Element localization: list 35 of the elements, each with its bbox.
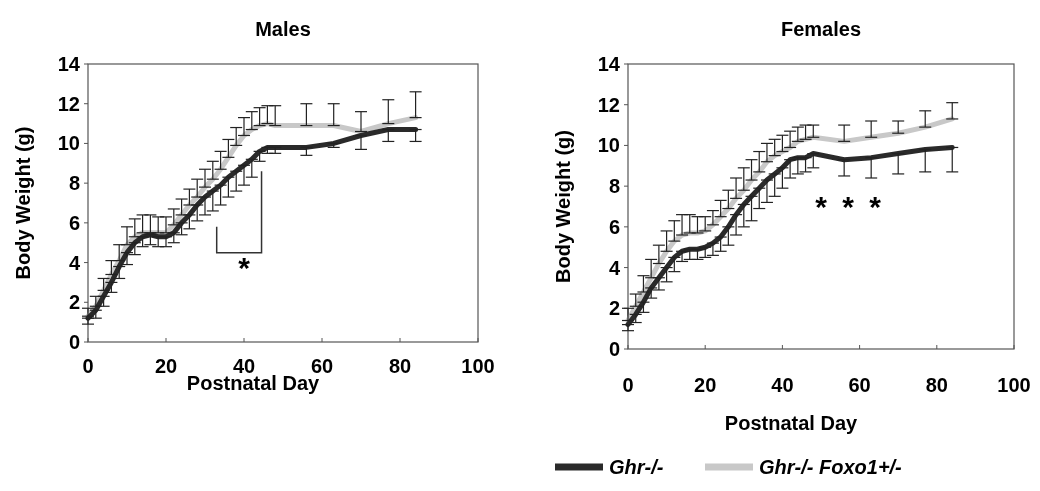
x-tick-label: 100 bbox=[997, 374, 1031, 396]
y-tick-label: 10 bbox=[597, 134, 620, 157]
y-tick-label: 14 bbox=[57, 53, 81, 75]
y-tick-label: 6 bbox=[68, 211, 80, 234]
y-tick-label: 12 bbox=[597, 93, 620, 116]
y-axis-title: Body Weight (g) bbox=[12, 126, 34, 280]
y-tick-label: 4 bbox=[68, 251, 81, 274]
y-tick-label: 8 bbox=[608, 175, 620, 198]
y-tick-label: 2 bbox=[608, 297, 620, 320]
annotation: * bbox=[815, 190, 828, 224]
y-tick-label: 6 bbox=[608, 215, 620, 238]
legend-label: Ghr-/- Foxo1+/- bbox=[759, 456, 903, 478]
y-tick-label: 0 bbox=[68, 331, 80, 353]
x-tick-label: 100 bbox=[461, 355, 495, 377]
x-tick-label: 20 bbox=[154, 355, 178, 377]
x-tick-label: 80 bbox=[925, 374, 948, 396]
x-tick-label: 40 bbox=[771, 374, 794, 396]
y-tick-label: 8 bbox=[68, 172, 80, 195]
x-axis-title: Postnatal Day bbox=[724, 412, 859, 434]
y-tick-label: 10 bbox=[57, 132, 80, 155]
x-tick-label: 20 bbox=[694, 374, 717, 396]
x-tick-label: 60 bbox=[848, 374, 871, 396]
annotation: * bbox=[238, 250, 251, 284]
y-tick-label: 4 bbox=[608, 256, 621, 279]
annotation: * bbox=[869, 190, 882, 224]
y-tick-label: 2 bbox=[68, 291, 80, 314]
x-tick-label: 80 bbox=[388, 355, 412, 377]
y-tick-label: 0 bbox=[608, 338, 620, 360]
y-tick-label: 12 bbox=[57, 92, 80, 115]
legend-label: Ghr-/- bbox=[609, 456, 664, 478]
chart-title: Males bbox=[255, 18, 311, 40]
annotation: * bbox=[842, 190, 855, 224]
y-axis-title: Body Weight (g) bbox=[552, 130, 574, 283]
y-tick-label: 14 bbox=[597, 53, 621, 75]
chart-title: Females bbox=[780, 18, 862, 40]
